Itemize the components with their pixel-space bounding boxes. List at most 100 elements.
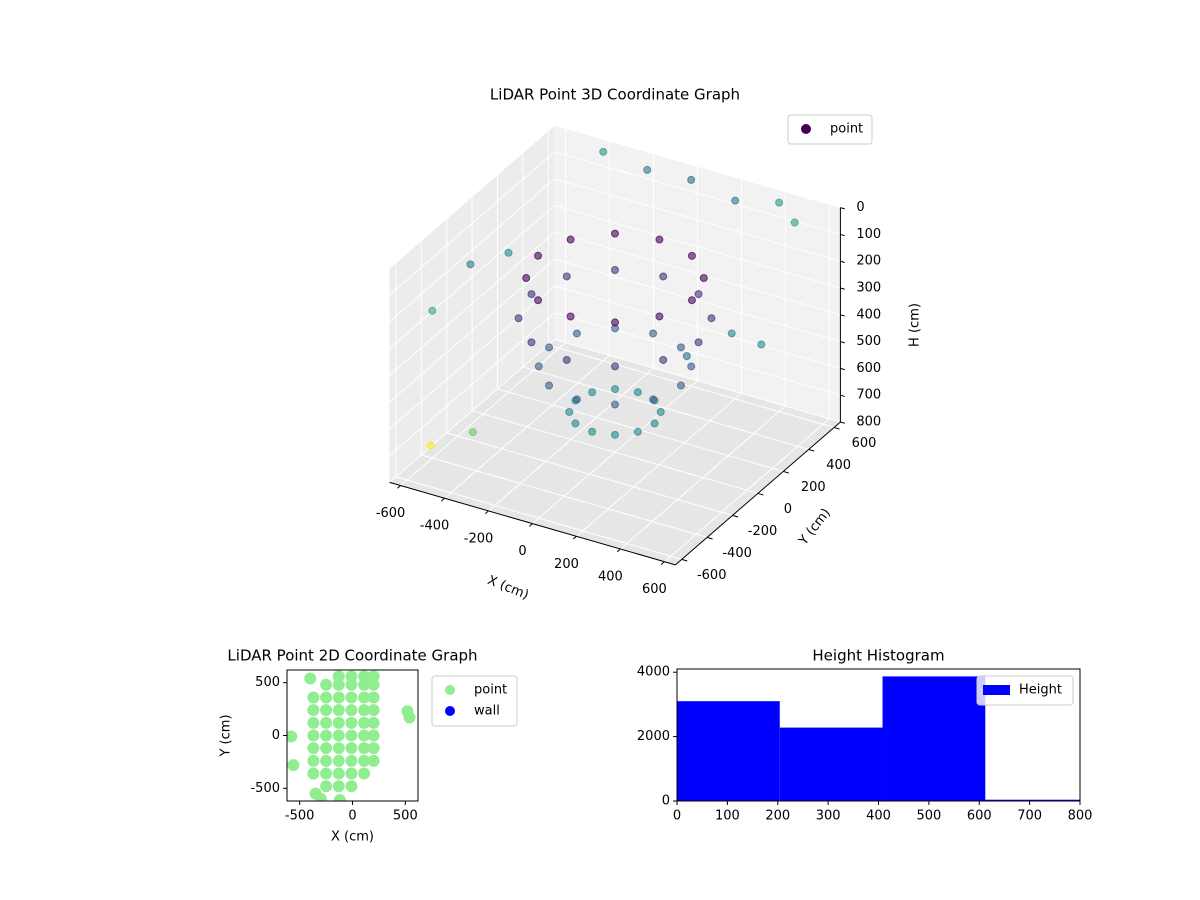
point (345, 780, 358, 793)
z-axis-label: H (cm) (908, 303, 923, 347)
tick-mark (840, 367, 845, 371)
point (656, 407, 665, 416)
chart-title: Height Histogram (812, 647, 944, 665)
grid-line (389, 178, 555, 322)
tick-mark (660, 561, 665, 565)
x-tick-label: 100 (715, 809, 740, 824)
point (358, 742, 371, 755)
point (314, 792, 327, 801)
grid-line (389, 151, 555, 296)
point (650, 419, 659, 428)
grid-line (522, 366, 809, 450)
point (403, 711, 416, 724)
point (358, 670, 371, 683)
point (320, 754, 333, 767)
z-tick-label: 800 (856, 414, 881, 429)
point (367, 670, 380, 683)
point (633, 388, 642, 397)
point (307, 754, 320, 767)
bar (882, 676, 986, 801)
point (534, 362, 543, 371)
x-tick-label: 500 (916, 809, 941, 824)
grid-line (389, 312, 555, 456)
legend-label: point (474, 683, 507, 698)
point (527, 290, 536, 299)
point (699, 274, 708, 283)
point (611, 318, 620, 327)
point (332, 670, 345, 683)
x-tick-label: 200 (765, 809, 790, 824)
legend-marker (445, 685, 455, 695)
x-axis-label: X (cm) (331, 830, 374, 845)
point (358, 691, 371, 704)
point (731, 196, 740, 205)
point (610, 400, 619, 409)
point (610, 229, 619, 238)
point (572, 329, 581, 338)
point (320, 716, 333, 729)
point (775, 198, 784, 207)
grid-line (389, 231, 555, 376)
point (611, 385, 620, 394)
point (545, 343, 554, 352)
point (659, 355, 668, 364)
grid-line (395, 476, 682, 560)
grid-line (389, 339, 555, 483)
point (358, 716, 371, 729)
point (687, 296, 696, 305)
point (687, 362, 696, 371)
chart-title: LiDAR Point 2D Coordinate Graph (227, 647, 477, 665)
x-tick-label: -600 (376, 506, 406, 521)
point (332, 767, 345, 780)
point (757, 340, 766, 349)
point (655, 235, 664, 244)
point (320, 729, 333, 742)
grid-line (554, 312, 841, 396)
point (534, 296, 543, 305)
point (367, 754, 380, 767)
point (345, 670, 358, 683)
point (345, 729, 358, 742)
bar (677, 701, 780, 801)
point (790, 218, 799, 227)
point (428, 306, 437, 315)
point (694, 338, 703, 347)
x-tick-label: 0 (518, 544, 526, 559)
y-tick-label: -200 (748, 524, 778, 539)
y-tick-label: 4000 (637, 665, 670, 680)
y-tick-label: 400 (826, 458, 851, 473)
plot-points (287, 670, 416, 801)
tick-mark (840, 207, 845, 210)
point (332, 691, 345, 704)
point (307, 729, 320, 742)
point (527, 338, 536, 347)
y-tick-label: -600 (697, 568, 727, 583)
point (367, 678, 380, 691)
tick-mark (757, 492, 764, 496)
point (358, 754, 371, 767)
tick-mark (840, 233, 845, 237)
point (358, 729, 371, 742)
y-tick-label: 0 (784, 502, 792, 517)
x-tick-label: 0 (348, 809, 356, 824)
point (514, 314, 523, 323)
point (682, 352, 691, 361)
y-tick-label: 2000 (637, 729, 670, 744)
y-tick-label: -400 (722, 546, 752, 561)
point (320, 691, 333, 704)
point (562, 272, 571, 281)
tick-mark (783, 470, 789, 474)
point (588, 388, 597, 397)
y-tick-label: 600 (852, 436, 877, 451)
point (345, 691, 358, 704)
point (545, 381, 554, 390)
point (307, 704, 320, 717)
point (307, 742, 320, 755)
tick-mark (840, 314, 845, 317)
grid-line (554, 231, 841, 316)
grid-line (554, 285, 841, 369)
legend-label: point (830, 122, 863, 137)
chart-title: LiDAR Point 3D Coordinate Graph (490, 86, 740, 104)
x-tick-label: -500 (285, 809, 315, 824)
y-axis-label: Y (cm) (219, 714, 234, 757)
